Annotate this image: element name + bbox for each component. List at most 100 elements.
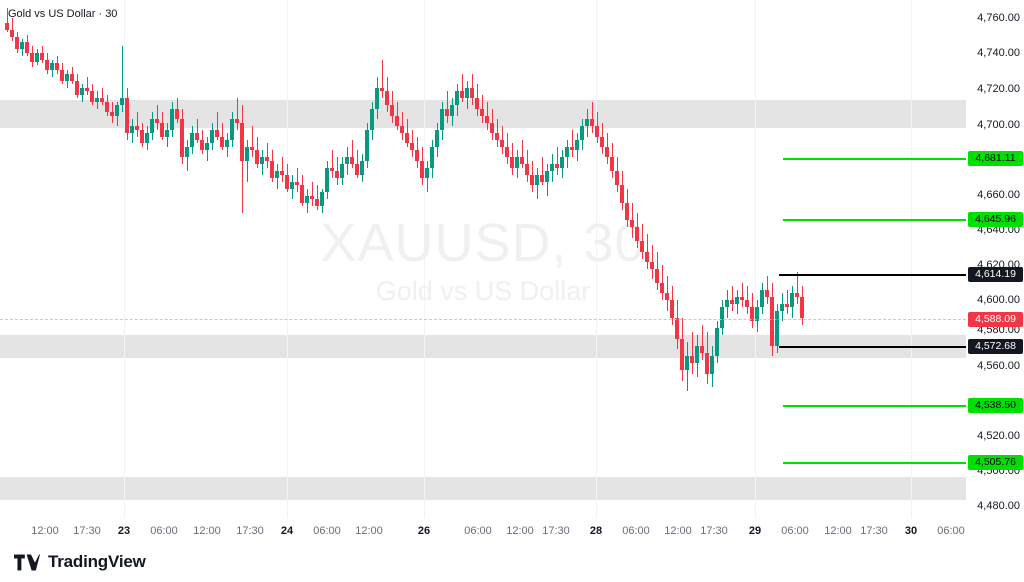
- price-level-line-support-4505[interactable]: [783, 462, 966, 464]
- price-badge-453850[interactable]: 4,538.50: [968, 398, 1023, 413]
- time-tick-label: 12:00: [664, 525, 692, 537]
- price-badge-468111[interactable]: 4,681.11: [968, 151, 1023, 166]
- candle-body: [115, 105, 119, 116]
- candle-body: [575, 140, 579, 151]
- candle-wick: [252, 126, 253, 158]
- price-tick-label: 4,700.00: [977, 119, 1020, 131]
- candle-body: [25, 42, 29, 53]
- time-tick-label: 17:30: [236, 525, 264, 537]
- candle-body: [320, 192, 324, 207]
- candle-wick: [732, 286, 733, 311]
- candle-body: [175, 108, 179, 120]
- candle-body: [765, 289, 769, 297]
- price-axis[interactable]: 4,760.00 4,740.00 4,720.00 4,700.00 4,660.00…: [966, 0, 1024, 518]
- price-tick-label: 4,720.00: [977, 83, 1020, 95]
- candle-body: [585, 119, 589, 127]
- tradingview-branding[interactable]: TradingView: [14, 552, 146, 572]
- candle-body: [440, 108, 444, 130]
- price-tick-label: 4,580.00: [977, 324, 1020, 336]
- candle-wick: [317, 185, 318, 210]
- candle-body: [55, 63, 59, 71]
- candle-body: [695, 345, 699, 364]
- price-level-line-resistance-4681[interactable]: [783, 158, 966, 160]
- gridline-day-26: [424, 0, 425, 518]
- candle-body: [255, 150, 259, 165]
- candle-wick: [482, 94, 483, 123]
- candle-wick: [652, 244, 653, 280]
- candle-body: [735, 296, 739, 304]
- candle-body: [200, 140, 204, 151]
- candle-body: [30, 52, 34, 62]
- candle-body: [40, 52, 44, 60]
- price-badge-450576[interactable]: 4,505.76: [968, 455, 1023, 470]
- candle-body: [590, 119, 594, 127]
- tradingview-logo-icon: [14, 554, 40, 570]
- candle-body: [155, 119, 159, 123]
- candle-body: [535, 174, 539, 186]
- candle-body: [780, 303, 784, 311]
- candle-body: [120, 98, 124, 106]
- price-badge-464596[interactable]: 4,645.96: [968, 212, 1023, 227]
- candle-body: [260, 157, 264, 165]
- candle-body: [395, 115, 399, 127]
- candle-body: [75, 80, 79, 95]
- candle-body: [790, 293, 794, 308]
- candle-body: [530, 174, 534, 186]
- candle-body: [555, 164, 559, 168]
- candle-wick: [247, 140, 248, 182]
- candle-body: [725, 300, 729, 308]
- candle-body: [685, 356, 689, 371]
- candle-body: [290, 181, 294, 189]
- candle-body: [715, 328, 719, 357]
- candle-body: [70, 73, 74, 81]
- price-tick-label: 4,520.00: [977, 430, 1020, 442]
- candle-body: [455, 91, 459, 106]
- time-tick-label: 12:00: [824, 525, 852, 537]
- time-tick-label: 17:30: [542, 525, 570, 537]
- candle-body: [370, 108, 374, 130]
- candle-body: [430, 146, 434, 168]
- price-level-line-resistance-4614[interactable]: [779, 274, 966, 276]
- time-tick-label: 29: [748, 525, 762, 537]
- candle-body: [800, 296, 804, 318]
- candle-body: [425, 167, 429, 179]
- candle-body: [570, 146, 574, 151]
- candle-body: [550, 164, 554, 172]
- candle-body: [245, 146, 249, 161]
- candle-body: [195, 133, 199, 140]
- time-tick-label: 06:00: [150, 525, 178, 537]
- price-badge-458809[interactable]: 4,588.09: [968, 312, 1023, 327]
- price-level-line-support-4572[interactable]: [779, 346, 966, 348]
- price-level-line-resistance-4645[interactable]: [783, 219, 966, 221]
- watermark-symbol: XAUUSD, 30: [320, 213, 646, 273]
- candle-body: [20, 42, 24, 50]
- candle-body: [190, 133, 194, 147]
- candle-body: [170, 108, 174, 130]
- chart-plot-area[interactable]: XAUUSD, 30 Gold vs US Dollar Gold vs US …: [0, 0, 966, 518]
- candle-body: [205, 143, 209, 151]
- candle-wick: [692, 331, 693, 374]
- candle-wick: [12, 18, 13, 41]
- candle-body: [490, 122, 494, 134]
- time-tick-label: 17:30: [73, 525, 101, 537]
- candle-wick: [592, 101, 593, 134]
- gridline-day-29: [755, 0, 756, 518]
- time-tick-label: 12:00: [31, 525, 59, 537]
- price-badge-461419[interactable]: 4,614.19: [968, 267, 1023, 282]
- candle-body: [180, 119, 184, 158]
- candle-wick: [122, 45, 123, 113]
- candle-body: [240, 122, 244, 161]
- time-axis[interactable]: 12:00 17:30 23 06:00 12:00 17:30 24 06:00 12:00 2…: [0, 518, 1024, 546]
- price-level-line-support-4538[interactable]: [783, 405, 966, 407]
- chart-legend[interactable]: Gold vs US Dollar · 30: [8, 8, 118, 20]
- candle-wick: [312, 181, 313, 207]
- price-badge-457268[interactable]: 4,572.68: [968, 339, 1023, 354]
- candle-body: [720, 307, 724, 329]
- candle-body: [345, 157, 349, 165]
- candle-body: [785, 303, 789, 308]
- candle-body: [415, 150, 419, 161]
- candle-body: [445, 108, 449, 116]
- candle-body: [100, 98, 104, 102]
- candle-body: [350, 157, 354, 165]
